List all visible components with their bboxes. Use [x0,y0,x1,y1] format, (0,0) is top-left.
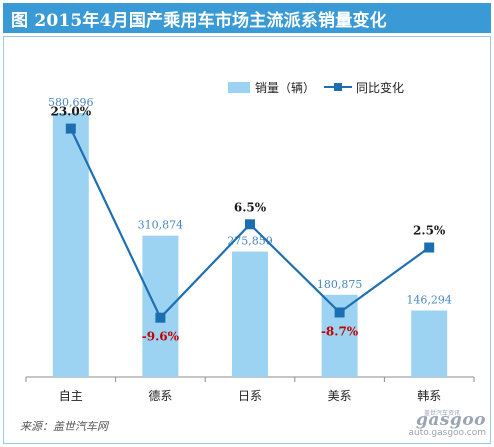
bar-value-label: 180,875 [317,278,363,291]
bar-value-label: 310,874 [138,219,184,232]
source-note: 来源：盖世汽车网 [20,420,108,433]
yoy-marker [245,219,255,230]
yoy-marker [65,123,76,134]
bar-value-label: 580,696 [48,96,94,109]
category-label: 自主 [59,389,83,403]
yoy-value-label: -8.7% [321,324,359,338]
bar-德系 [142,235,179,377]
bar-韩系 [411,310,448,377]
legend-line-marker [334,83,342,91]
yoy-marker [334,307,345,318]
category-label: 日系 [238,389,262,403]
bar-value-label: 146,294 [406,293,452,306]
title-bar: 图 2015年4月国产乘用车市场主流派系销量变化 [3,3,491,33]
yoy-value-label: -9.6% [142,330,180,344]
bar-value-label: 275,859 [227,235,273,248]
bar-日系 [232,251,268,377]
watermark-logo: 盖世汽车资讯 gasgoo auto.gasgoo.com [408,410,486,438]
yoy-value-label: 6.5% [234,200,267,214]
yoy-value-label: 2.5% [413,224,446,238]
category-label: 德系 [148,388,172,403]
chart-title: 图 2015年4月国产乘用车市场主流派系销量变化 [11,10,387,31]
bar-自主 [52,113,89,377]
category-label: 韩系 [417,388,441,403]
legend-bar-label: 销量（辆） [255,81,315,95]
yoy-value-label: 23.0% [50,105,91,119]
watermark-tag: 盖世汽车资讯 [423,410,460,417]
watermark-brand: gasgoo [415,410,486,430]
yoy-marker [155,312,166,323]
legend-bar-swatch [228,82,250,93]
watermark-url: auto.gasgoo.com [408,428,486,438]
yoy-marker [424,242,435,253]
category-label: 美系 [328,389,352,403]
chart-plot: 580,696 310,874 275,859 180,875 146,294 23.0%… [25,80,475,403]
chart-area: 580,696 310,874 275,859 180,875 146,294 23.0%… [3,36,491,444]
legend-line-label: 同比变化 [356,80,404,95]
